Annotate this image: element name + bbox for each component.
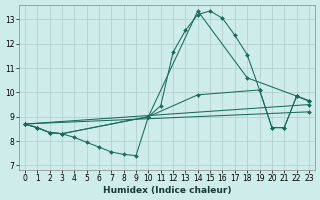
X-axis label: Humidex (Indice chaleur): Humidex (Indice chaleur) [103,186,231,195]
